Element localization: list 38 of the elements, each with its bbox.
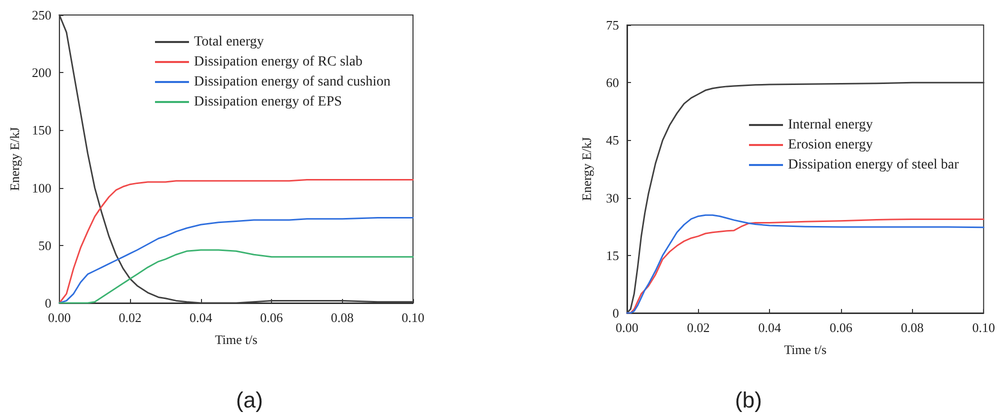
x-tick-label: 0.08 xyxy=(330,310,354,325)
y-tick-label: 45 xyxy=(606,132,619,148)
x-tick-label: 0.10 xyxy=(972,320,995,335)
x-tick-label: 0.00 xyxy=(48,310,71,325)
y-tick-label: 60 xyxy=(606,75,619,90)
y-tick-label: 150 xyxy=(32,122,52,138)
y-tick-label: 15 xyxy=(606,248,619,263)
legend-label: Internal energy xyxy=(788,118,873,132)
x-tick-label: 0.06 xyxy=(260,310,284,325)
x-tick-label: 0.02 xyxy=(686,320,710,335)
x-tick-label: 0.02 xyxy=(118,310,142,325)
y-tick-label: 100 xyxy=(32,180,52,196)
y-tick-label: 200 xyxy=(32,65,52,80)
x-tick-label: 0.06 xyxy=(830,320,853,335)
legend-label: Total energy xyxy=(194,34,264,50)
y-axis-title: Energy E/kJ xyxy=(579,137,594,201)
y-tick-label: 30 xyxy=(606,190,619,206)
x-tick-label: 0.08 xyxy=(900,320,924,335)
x-tick-label: 0.04 xyxy=(758,320,782,335)
legend-label: Dissipation energy of RC slab xyxy=(194,54,363,70)
line-series xyxy=(58,14,414,304)
legend-label: Erosion energy xyxy=(788,138,873,152)
text: (a) xyxy=(236,388,263,412)
x-tick-label: 0.10 xyxy=(402,310,424,325)
y-tick-label: 250 xyxy=(32,8,52,22)
x-tick-label: 0.04 xyxy=(189,310,213,325)
x-tick-label: 0.00 xyxy=(616,320,638,335)
legend-label: Dissipation energy of sand cushion xyxy=(194,74,390,90)
text: (b) xyxy=(735,388,762,412)
y-tick-label: 0 xyxy=(44,296,52,310)
legend-label: Dissipation energy of EPS xyxy=(194,94,342,110)
legend-label: Dissipation energy of steel bar xyxy=(788,158,960,172)
y-tick-label: 50 xyxy=(38,238,52,253)
y-tick-label: 75 xyxy=(606,18,619,32)
x-axis-title: Time t/s xyxy=(784,342,827,357)
y-tick-label: 0 xyxy=(612,306,619,320)
y-axis-title: Energy E/kJ xyxy=(7,127,22,191)
x-axis-title: Time t/s xyxy=(214,332,258,347)
